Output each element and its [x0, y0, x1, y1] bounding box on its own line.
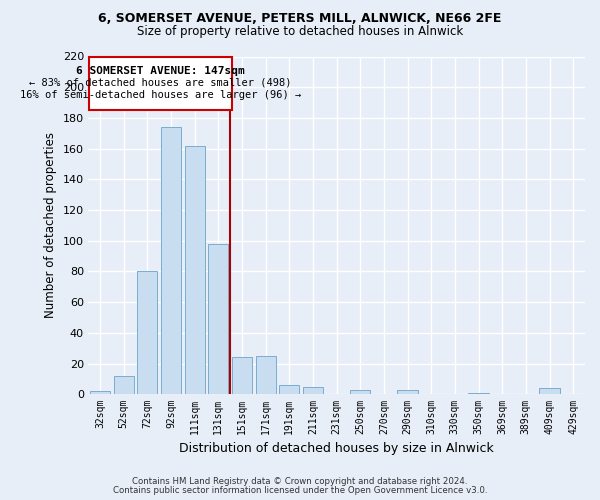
Bar	[303, 386, 323, 394]
Bar	[350, 390, 370, 394]
Text: ← 83% of detached houses are smaller (498): ← 83% of detached houses are smaller (49…	[29, 78, 292, 88]
Y-axis label: Number of detached properties: Number of detached properties	[44, 132, 57, 318]
Bar	[279, 385, 299, 394]
Bar	[89, 56, 232, 110]
Text: Contains HM Land Registry data © Crown copyright and database right 2024.: Contains HM Land Registry data © Crown c…	[132, 477, 468, 486]
Bar	[256, 356, 275, 394]
Bar	[137, 272, 157, 394]
Bar	[397, 390, 418, 394]
Text: 6 SOMERSET AVENUE: 147sqm: 6 SOMERSET AVENUE: 147sqm	[76, 66, 245, 76]
Bar	[90, 391, 110, 394]
Bar	[161, 127, 181, 394]
Bar	[185, 146, 205, 394]
Text: Contains public sector information licensed under the Open Government Licence v3: Contains public sector information licen…	[113, 486, 487, 495]
Text: 16% of semi-detached houses are larger (96) →: 16% of semi-detached houses are larger (…	[20, 90, 301, 101]
Bar	[232, 358, 252, 394]
Bar	[539, 388, 560, 394]
Bar	[469, 392, 488, 394]
Bar	[208, 244, 228, 394]
Bar	[113, 376, 134, 394]
Text: 6, SOMERSET AVENUE, PETERS MILL, ALNWICK, NE66 2FE: 6, SOMERSET AVENUE, PETERS MILL, ALNWICK…	[98, 12, 502, 26]
Text: Size of property relative to detached houses in Alnwick: Size of property relative to detached ho…	[137, 25, 463, 38]
X-axis label: Distribution of detached houses by size in Alnwick: Distribution of detached houses by size …	[179, 442, 494, 455]
